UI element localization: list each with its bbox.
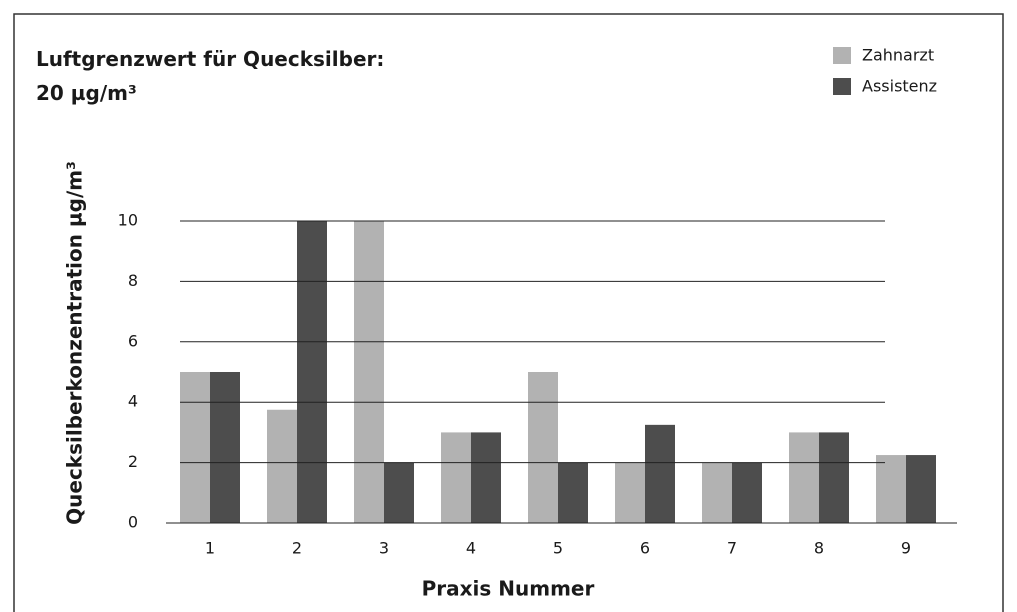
y-tick-label: 0 <box>128 513 138 532</box>
bar <box>819 432 849 523</box>
bar <box>528 372 558 523</box>
legend-swatch <box>833 78 851 95</box>
bar <box>180 372 210 523</box>
x-tick-label: 2 <box>292 539 302 558</box>
chart-title: Luftgrenzwert für Quecksilber: <box>36 47 384 71</box>
x-tick-label: 1 <box>205 539 215 558</box>
bar <box>615 462 645 523</box>
bar <box>441 432 471 523</box>
bar <box>471 432 501 523</box>
x-tick-label: 6 <box>640 539 650 558</box>
bar <box>297 221 327 523</box>
x-tick-label: 5 <box>553 539 563 558</box>
bar <box>384 462 414 523</box>
bar <box>906 455 936 523</box>
bar <box>732 462 762 523</box>
legend-swatch <box>833 47 851 64</box>
bar <box>210 372 240 523</box>
x-tick-label: 3 <box>379 539 389 558</box>
x-tick-label: 4 <box>466 539 476 558</box>
x-tick-label: 8 <box>814 539 824 558</box>
y-tick-label: 8 <box>128 271 138 290</box>
y-tick-label: 4 <box>128 392 138 411</box>
legend-label: Zahnarzt <box>862 46 934 65</box>
bar <box>558 462 588 523</box>
frame <box>13 13 1004 612</box>
y-tick-label: 2 <box>128 452 138 471</box>
y-tick-label: 6 <box>128 331 138 350</box>
chart-subtitle: 20 µg/m³ <box>36 81 137 105</box>
y-axis-title: Quecksilberkonzentration µg/m³ <box>63 161 87 525</box>
bar <box>702 462 732 523</box>
bar <box>789 432 819 523</box>
bar <box>645 424 675 523</box>
bar <box>267 409 297 523</box>
x-axis-title: Praxis Nummer <box>422 577 595 601</box>
x-tick-label: 9 <box>901 539 911 558</box>
bar <box>876 455 906 523</box>
bar <box>354 221 384 523</box>
y-tick-label: 10 <box>118 211 138 230</box>
x-tick-label: 7 <box>727 539 737 558</box>
legend-label: Assistenz <box>862 77 937 96</box>
